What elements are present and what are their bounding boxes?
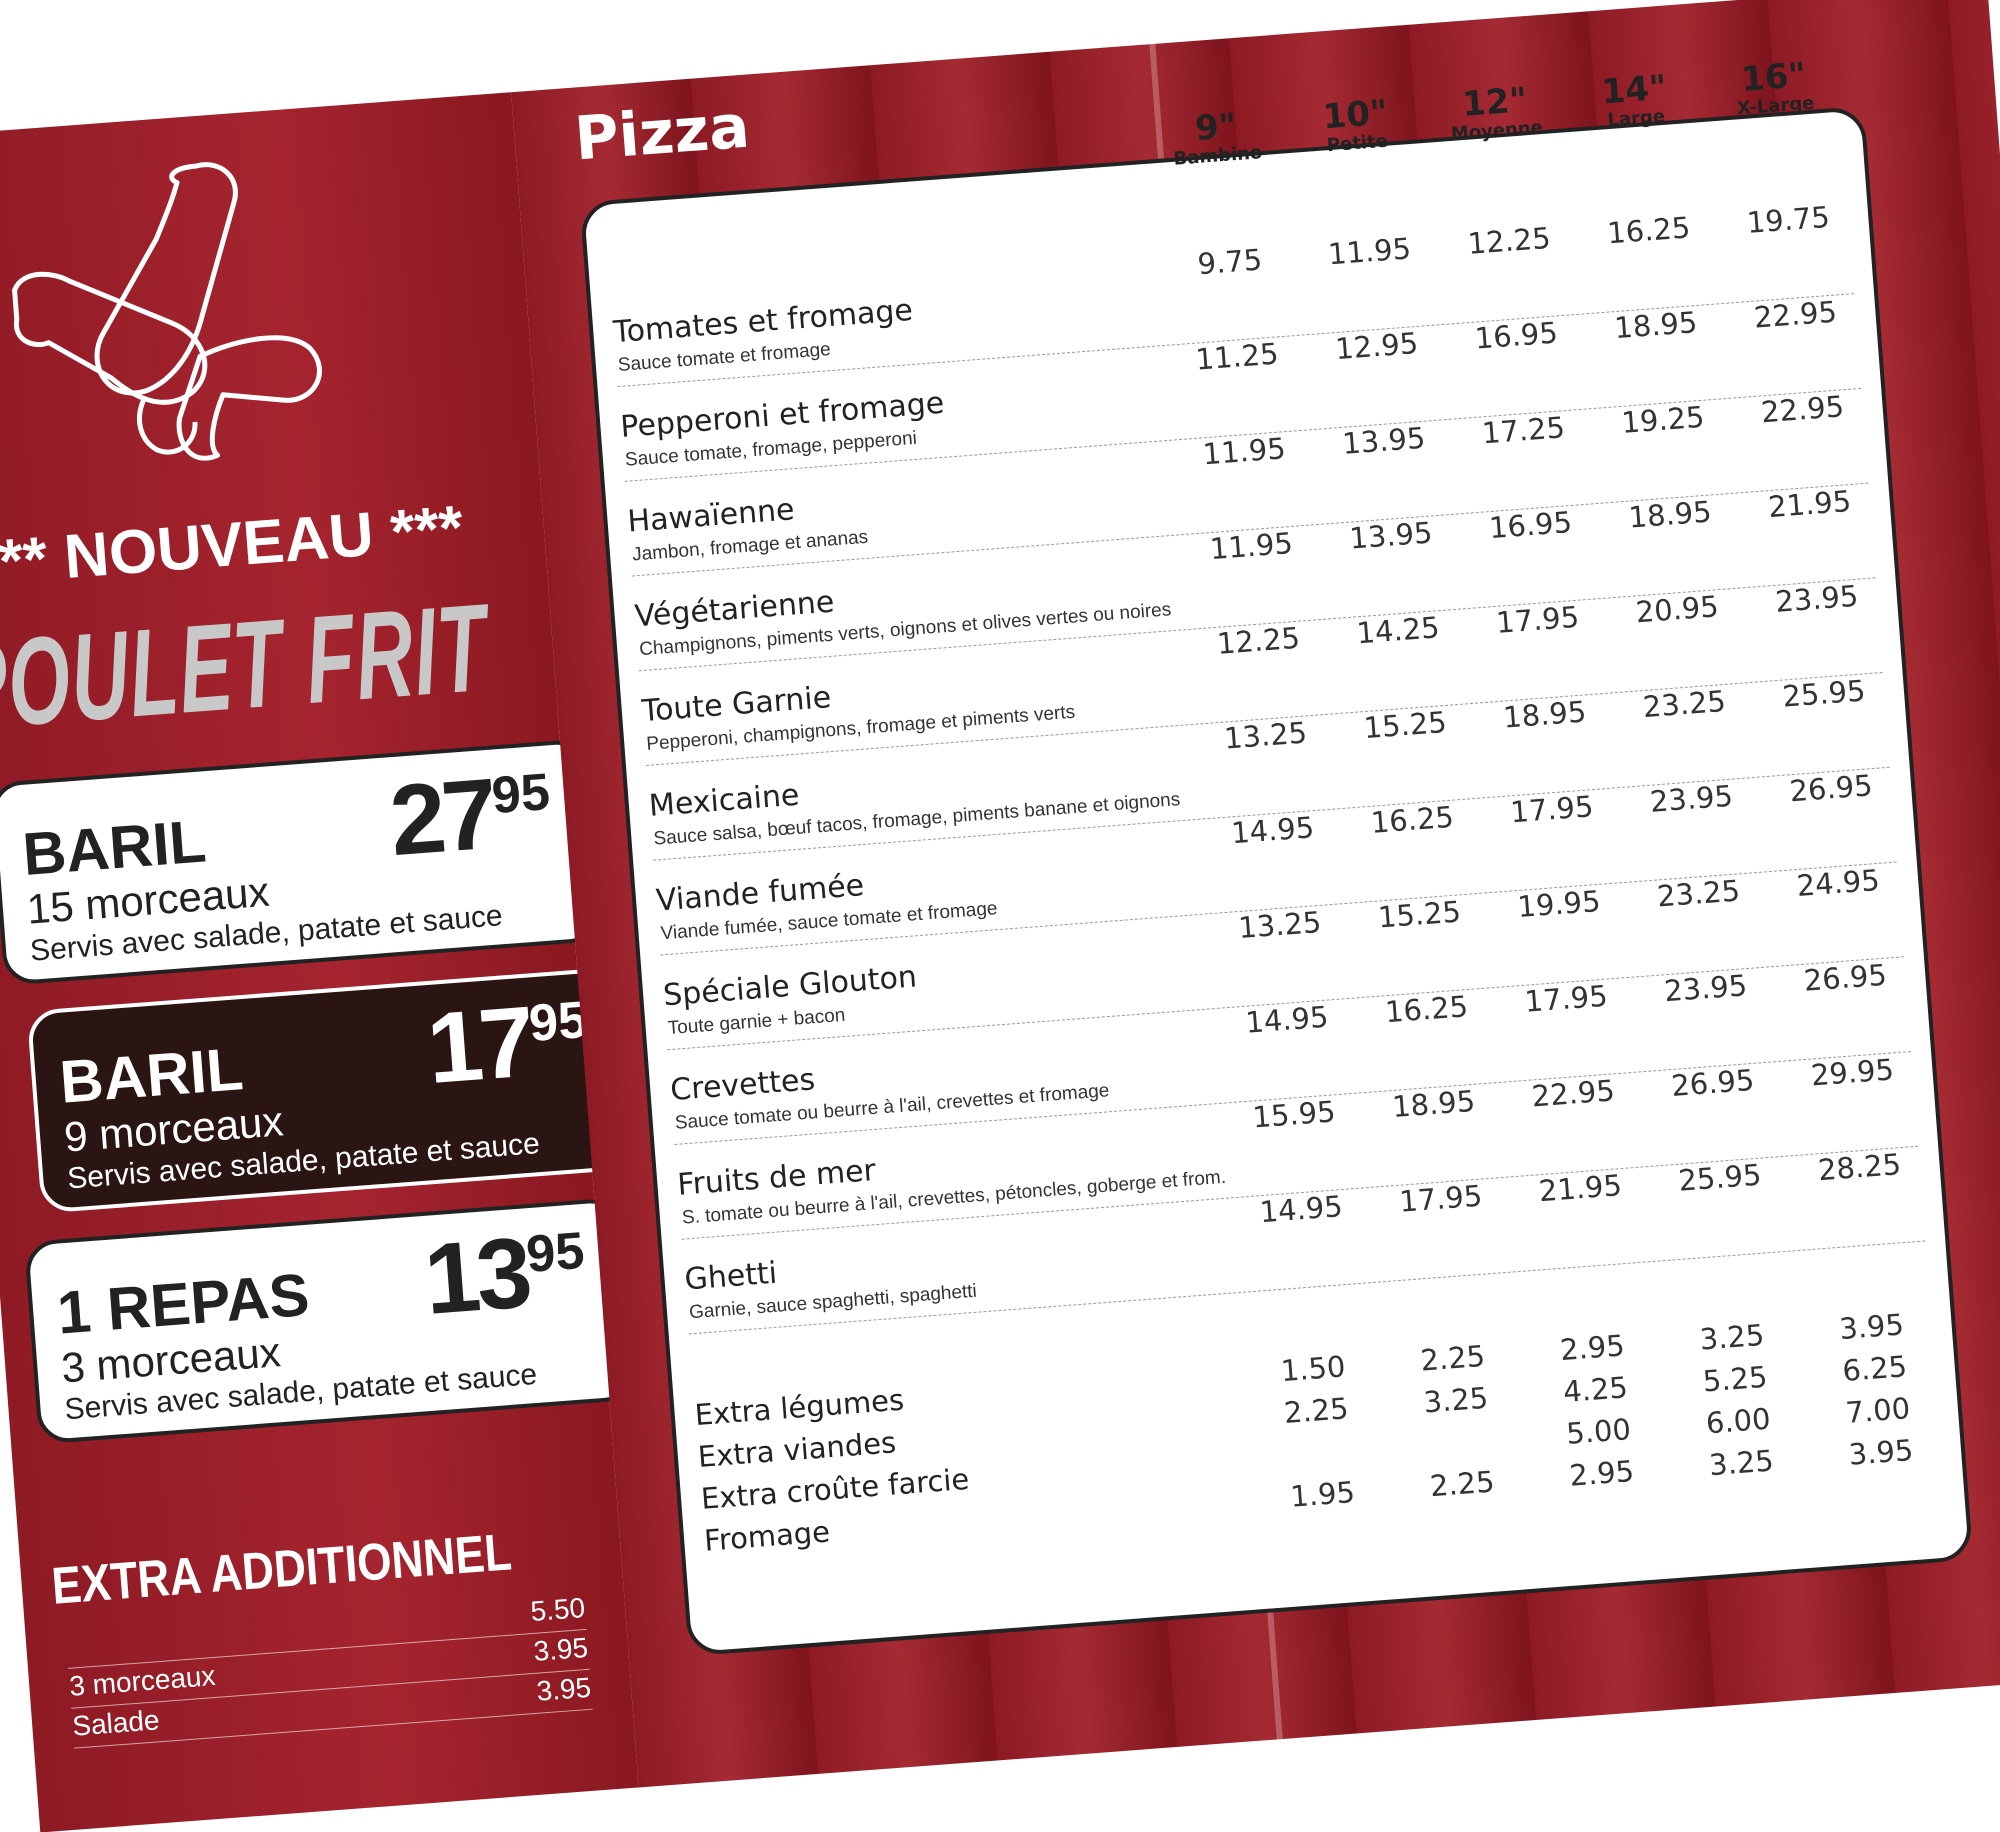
extra-price-cell: 4.25 (1561, 1370, 1629, 1409)
extra-price-cell: 5.25 (1701, 1359, 1769, 1399)
extra-price-cell: 1.95 (1289, 1474, 1357, 1514)
deal-price: 1395 (421, 1216, 589, 1335)
chicken-panel: *** NOUVEAU *** POULET FRIT BARIL 15 mor… (0, 92, 639, 1832)
size-column-header: 10" Petite (1284, 92, 1428, 160)
price-cents: 95 (524, 1221, 587, 1284)
extra-price-cell: 3.25 (1422, 1380, 1490, 1420)
extra-price: 3.95 (535, 1671, 593, 1707)
extra-price-cell: 3.25 (1707, 1443, 1775, 1483)
pizza-price-card: Tomates et fromage Sauce tomate et froma… (579, 105, 1974, 1657)
extra-price-cell: 2.95 (1568, 1453, 1636, 1493)
extra-price-cell: 2.25 (1419, 1338, 1487, 1378)
size-column-header: 16" X-Large (1702, 54, 1846, 122)
extra-topping-name: Extra croûte farcie (699, 1461, 971, 1516)
extra-price-cell: 6.25 (1841, 1349, 1909, 1388)
extra-price: 5.50 (529, 1592, 587, 1628)
fried-chicken-icon (12, 162, 322, 461)
price-cell: 19.75 (1745, 199, 1831, 240)
pizza-name: Crevettes (669, 1062, 817, 1109)
new-tagline: *** NOUVEAU *** (0, 493, 466, 599)
price-dollars: 27 (386, 757, 498, 878)
headline-poulet-frit: POULET FRIT (0, 578, 493, 757)
extra-price: 3.95 (532, 1631, 590, 1667)
extra-price-cell: 7.00 (1844, 1391, 1912, 1430)
pizza-name: Toute Garnie (640, 680, 833, 730)
extra-price-cell: 2.95 (1558, 1328, 1626, 1368)
pizza-name: Fruits de mer (676, 1152, 878, 1203)
size-column-header: 12" Moyenne (1424, 79, 1568, 147)
extra-price-cell: 6.00 (1704, 1401, 1772, 1441)
pizza-name: Hawaïenne (626, 492, 796, 540)
extra-price-cell: 3.25 (1698, 1317, 1766, 1357)
chicken-deal-box: BARIL 15 morceaux Servis avec salade, pa… (0, 738, 602, 986)
price-dollars: 17 (423, 985, 535, 1106)
extra-label: Salade (71, 1704, 161, 1742)
extra-price-cell (1249, 1433, 1389, 1443)
extra-price-cell: 2.25 (1428, 1464, 1496, 1504)
extra-topping-name: Fromage (703, 1514, 832, 1558)
price-cell: 12.25 (1466, 220, 1552, 261)
chicken-deal-box: BARIL 9 morceaux Servis avec salade, pat… (26, 966, 639, 1214)
pizza-name: Spéciale Glouton (662, 959, 919, 1014)
deal-price: 2795 (386, 758, 555, 877)
price-cell: 9.75 (1196, 242, 1264, 282)
size-column-header: 14" Large (1563, 67, 1707, 135)
extra-price-cell: 5.00 (1565, 1412, 1633, 1451)
extra-price-cell: 2.25 (1282, 1391, 1350, 1430)
pizza-name: Mexicaine (647, 777, 801, 824)
price-cell: 16.25 (1606, 210, 1692, 251)
extra-topping-name: Extra légumes (693, 1382, 906, 1433)
pizza-title: Pizza (572, 91, 752, 175)
chicken-deal-box: 1 REPAS 3 morceaux Servis avec salade, p… (23, 1197, 636, 1445)
extra-additionnel-title: EXTRA ADDITIONNEL (49, 1523, 514, 1616)
extra-price-cell (1388, 1423, 1528, 1433)
price-cell: 11.95 (1326, 231, 1413, 272)
extra-price-cell: 3.95 (1838, 1307, 1905, 1347)
pizza-name: Tomates et fromage (612, 292, 914, 351)
price-cents: 95 (489, 763, 552, 826)
extra-topping-name: Extra viandes (696, 1425, 898, 1475)
extra-price-cell: 1.50 (1279, 1349, 1347, 1389)
size-column-header: 9" Bambino (1145, 104, 1289, 172)
pizza-name: Ghetti (683, 1255, 779, 1298)
price-dollars: 13 (420, 1216, 533, 1336)
deal-price: 1795 (423, 986, 592, 1105)
extra-price-cell: 3.95 (1847, 1432, 1915, 1472)
